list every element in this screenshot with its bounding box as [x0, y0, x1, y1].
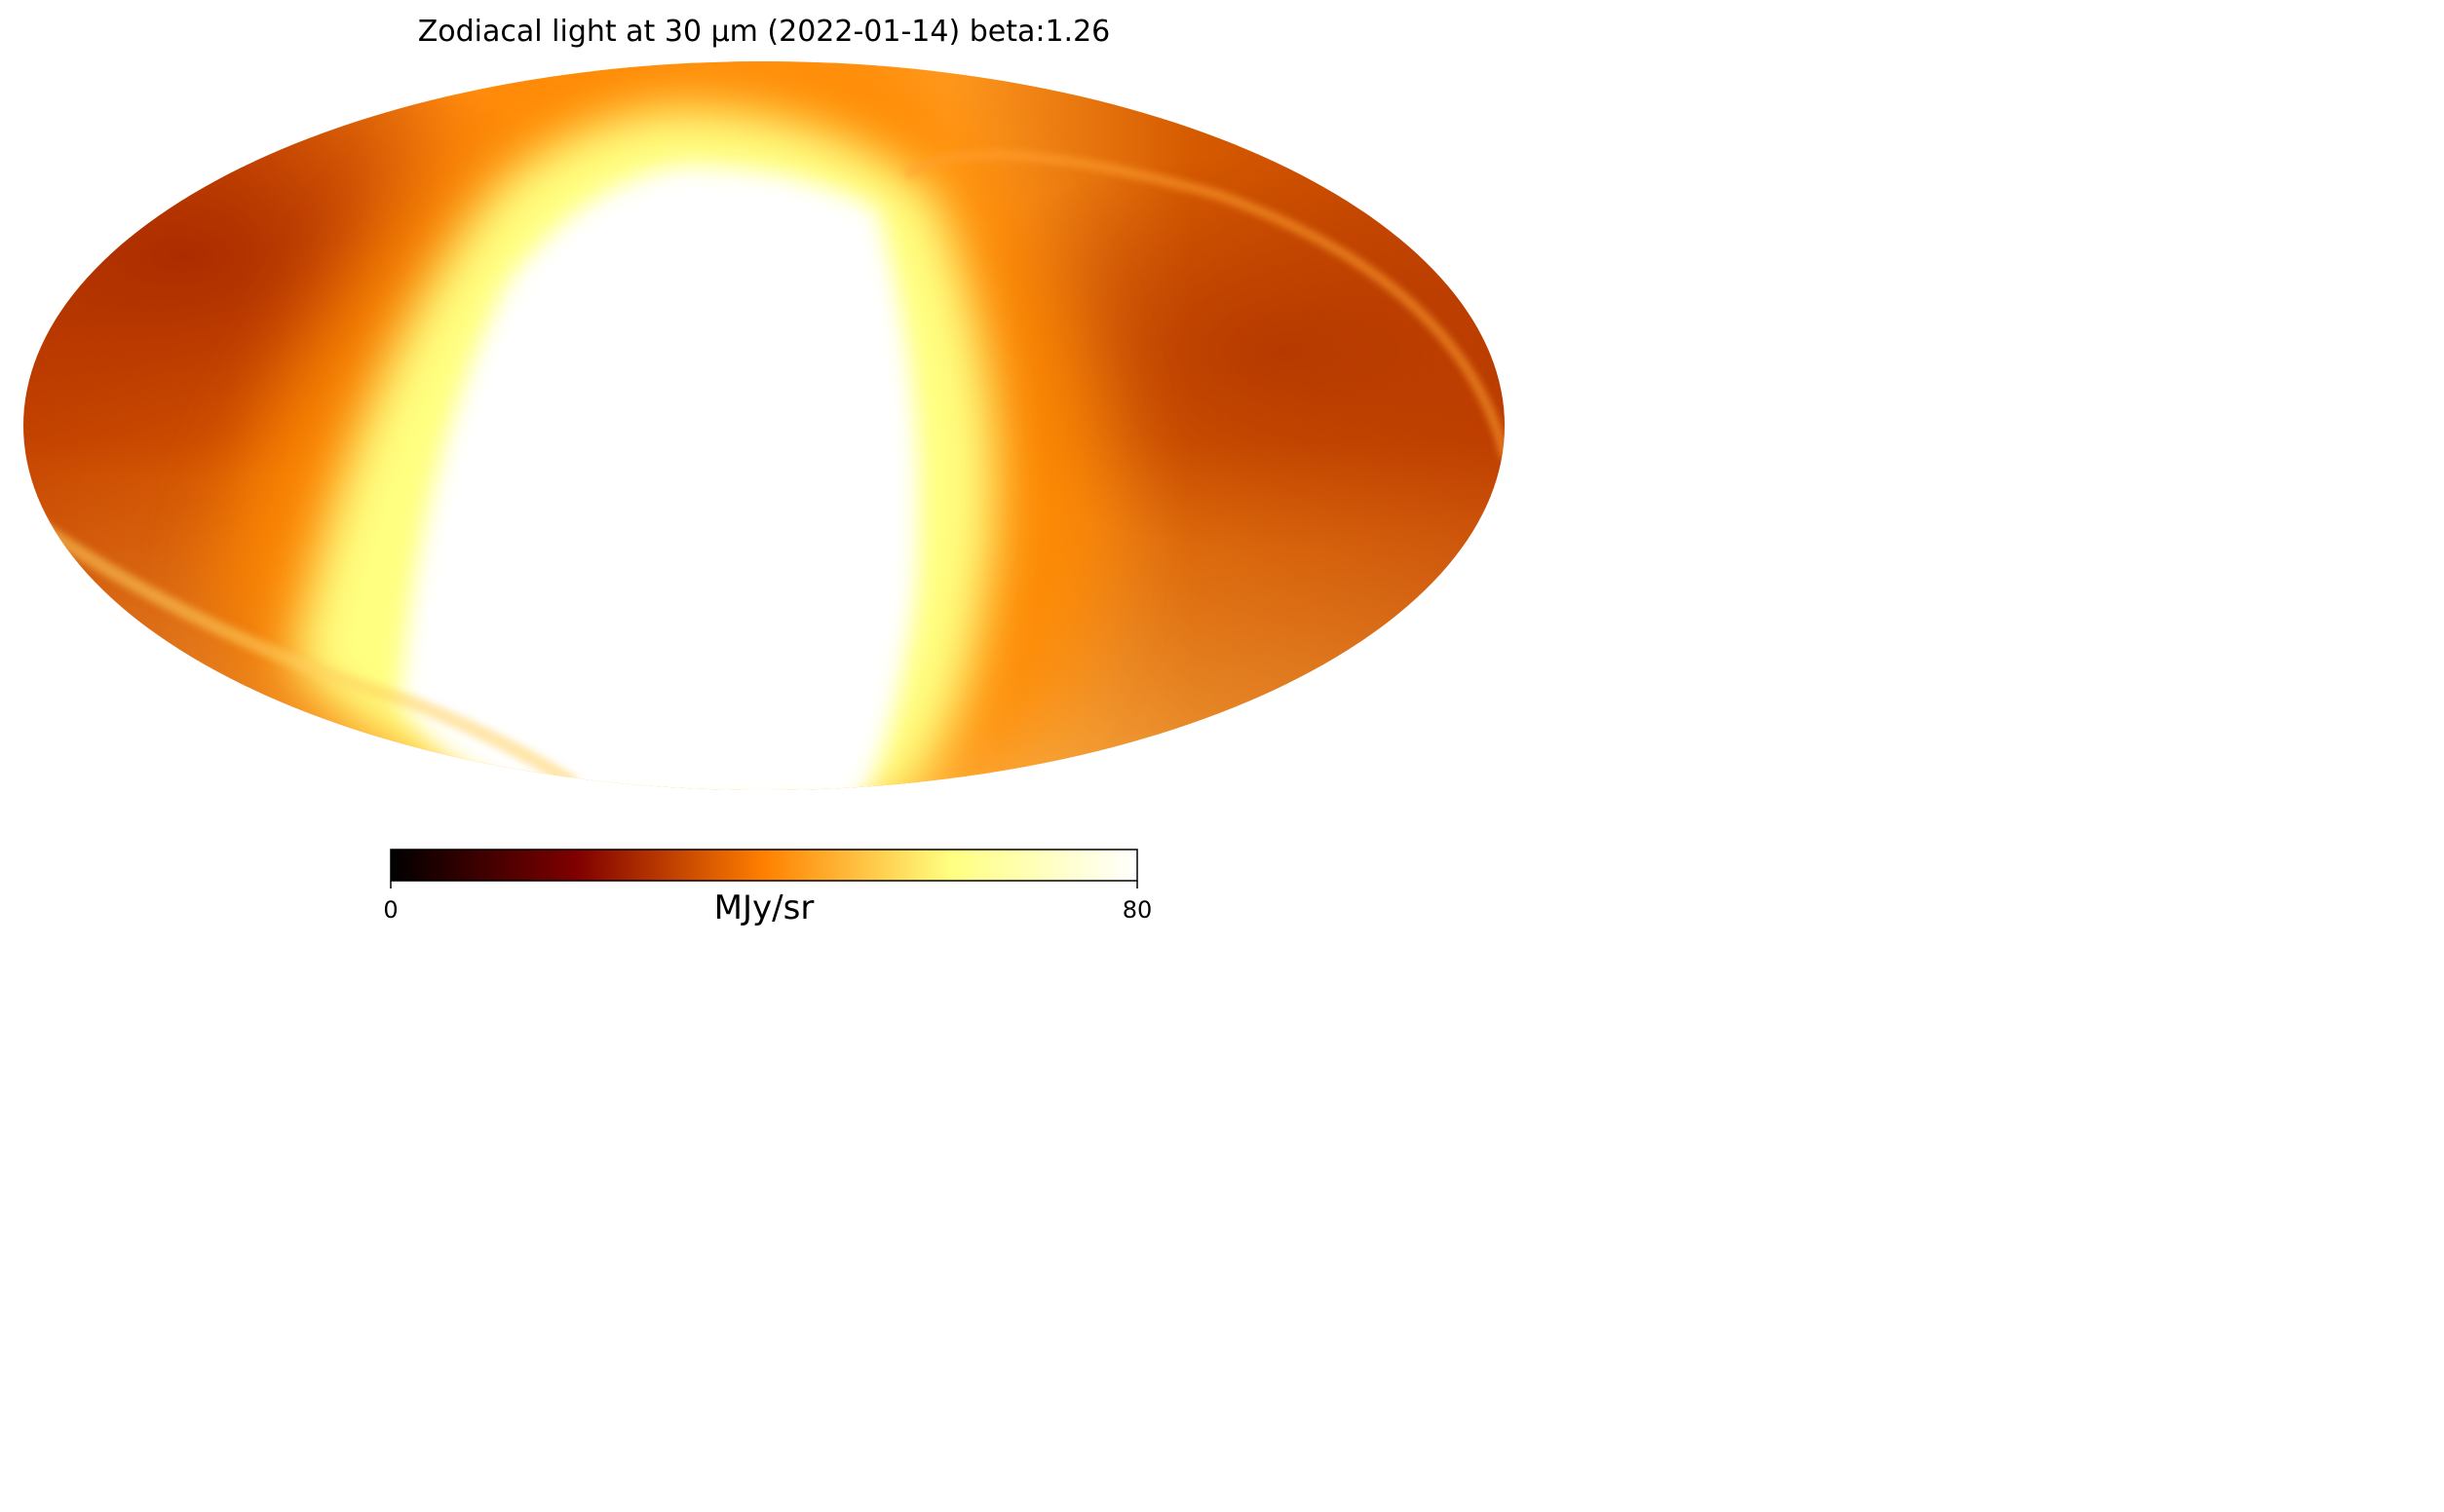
colorbar: 0 80 MJy/sr — [383, 849, 1153, 927]
colorbar-tick-label-max: 80 — [1123, 896, 1153, 924]
colorbar-unit-label: MJy/sr — [714, 888, 815, 927]
chart-title: Zodiacal light at 30 μm (2022-01-14) bet… — [418, 15, 1111, 49]
colorbar-tick-label-min: 0 — [383, 896, 398, 924]
map-ecliptic-arc-left — [35, 520, 579, 790]
colorbar-gradient — [390, 849, 1138, 882]
map-saturated-core — [400, 166, 920, 790]
map-ecliptic-arc-right — [903, 150, 1505, 460]
mollweide-sky-map — [23, 61, 1505, 790]
zodiacal-light-figure: Zodiacal light at 30 μm (2022-01-14) bet… — [23, 15, 1505, 927]
